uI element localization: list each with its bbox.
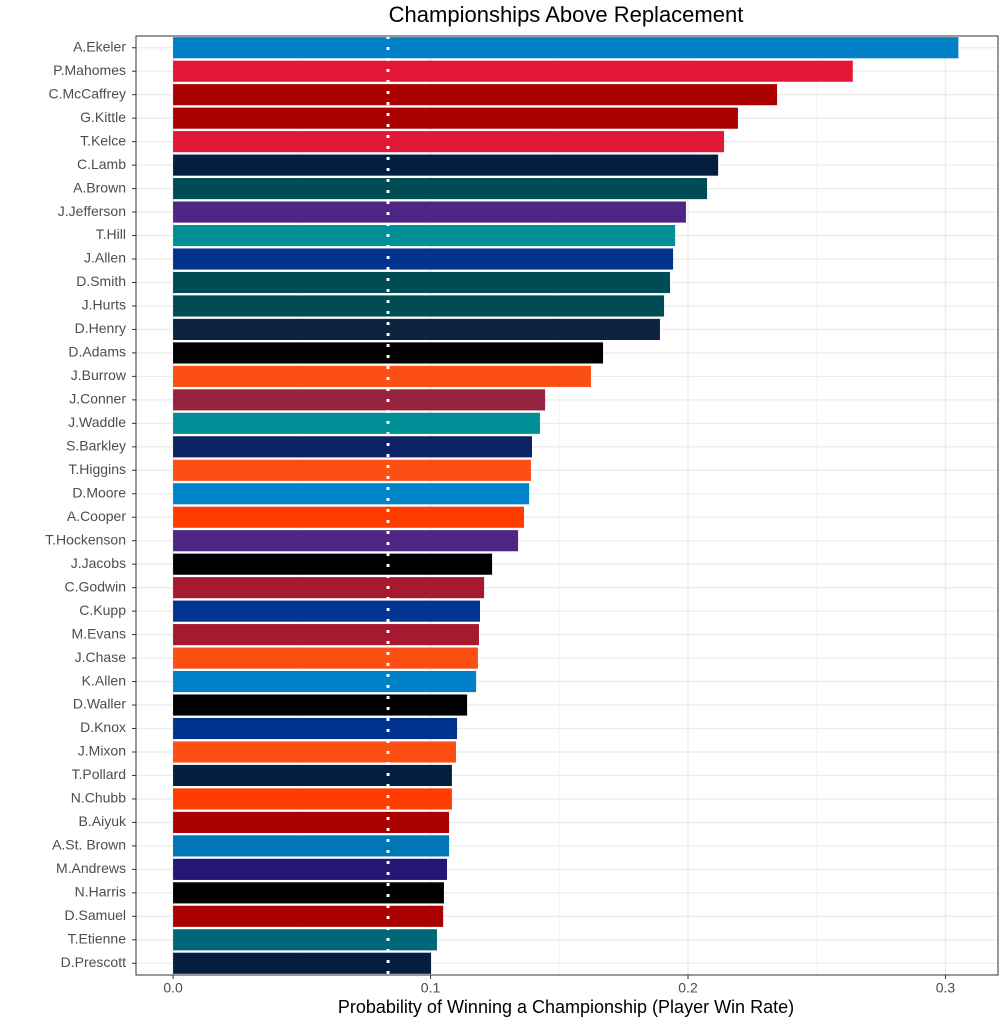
y-tick-label: D.Moore [72,484,126,500]
y-tick-label: A.St. Brown [52,837,126,853]
y-tick-label: M.Andrews [56,860,126,876]
bar [173,271,670,294]
bar [173,84,778,106]
bar [173,530,519,552]
y-tick-label: M.Evans [72,625,126,641]
bar [173,694,468,716]
bar [173,178,708,200]
y-tick-label: C.Kupp [79,602,126,618]
bar [173,201,686,223]
y-tick-label: D.Smith [76,273,126,289]
x-tick-label: 0.1 [421,980,441,996]
y-tick-label: D.Waller [73,696,126,712]
y-tick-label: D.Samuel [65,907,126,923]
bar [173,788,452,810]
bar [173,624,479,646]
y-tick-label: J.Chase [75,649,127,665]
bar [173,952,432,974]
y-tick-label: D.Prescott [61,954,126,970]
y-tick-label: T.Higgins [68,461,126,477]
y-tick-label: N.Chubb [71,790,126,806]
bar [173,647,478,669]
y-tick-label: T.Hill [96,226,126,242]
y-tick-label: J.Burrow [71,367,127,383]
y-tick-label: A.Cooper [67,508,126,524]
bar [173,670,477,693]
bar [173,835,450,857]
bar [173,37,959,59]
bar [173,412,540,434]
y-tick-label: T.Etienne [68,930,127,946]
y-tick-label: J.Conner [69,391,126,407]
bar [173,459,531,481]
bar [173,929,437,951]
bar [173,131,725,153]
bar [173,365,591,387]
y-tick-label: S.Barkley [66,438,126,454]
bar [173,342,604,364]
bar [173,295,665,317]
y-tick-label: J.Jefferson [58,203,126,219]
bar [173,764,452,787]
bar [173,741,457,763]
chart-title: Championships Above Replacement [389,2,744,27]
x-tick-label: 0.3 [936,980,956,996]
bar [173,154,719,176]
y-tick-label: T.Kelce [80,132,126,148]
y-tick-label: C.Godwin [65,578,126,594]
bar [173,811,450,833]
x-axis-title: Probability of Winning a Championship (P… [338,997,794,1017]
bar [173,858,448,880]
y-tick-label: A.Ekeler [73,38,126,54]
y-tick-label: K.Allen [82,672,126,688]
bar [173,436,532,458]
bar [173,577,485,599]
bar [173,717,458,740]
bar [173,553,493,575]
y-tick-label: J.Allen [84,250,126,266]
y-tick-label: D.Henry [75,320,126,336]
y-tick-label: D.Adams [68,344,126,360]
bar [173,318,660,341]
y-tick-label: C.Lamb [77,156,126,172]
bar [173,905,444,927]
y-tick-label: J.Jacobs [71,555,126,571]
bar [173,60,853,82]
y-tick-label: J.Waddle [68,414,126,430]
bar [173,389,546,411]
bar [173,882,444,904]
y-tick-label: G.Kittle [80,109,126,125]
y-tick-label: T.Hockenson [45,531,126,547]
bar [173,600,480,622]
bar [173,224,676,247]
bar [173,483,530,505]
bar [173,248,674,270]
y-tick-label: A.Brown [73,179,126,195]
y-tick-label: C.McCaffrey [48,85,126,101]
y-tick-label: J.Hurts [82,297,126,313]
y-tick-label: J.Mixon [78,743,126,759]
y-tick-label: N.Harris [75,884,126,900]
panel-border [135,35,999,976]
x-tick-label: 0.2 [678,980,698,996]
y-tick-label: B.Aiyuk [79,813,127,829]
y-tick-label: D.Knox [80,719,126,735]
bar [173,506,525,528]
bar [173,107,738,129]
y-tick-label: P.Mahomes [53,62,126,78]
y-tick-label: T.Pollard [72,766,126,782]
x-tick-label: 0.0 [163,980,183,996]
